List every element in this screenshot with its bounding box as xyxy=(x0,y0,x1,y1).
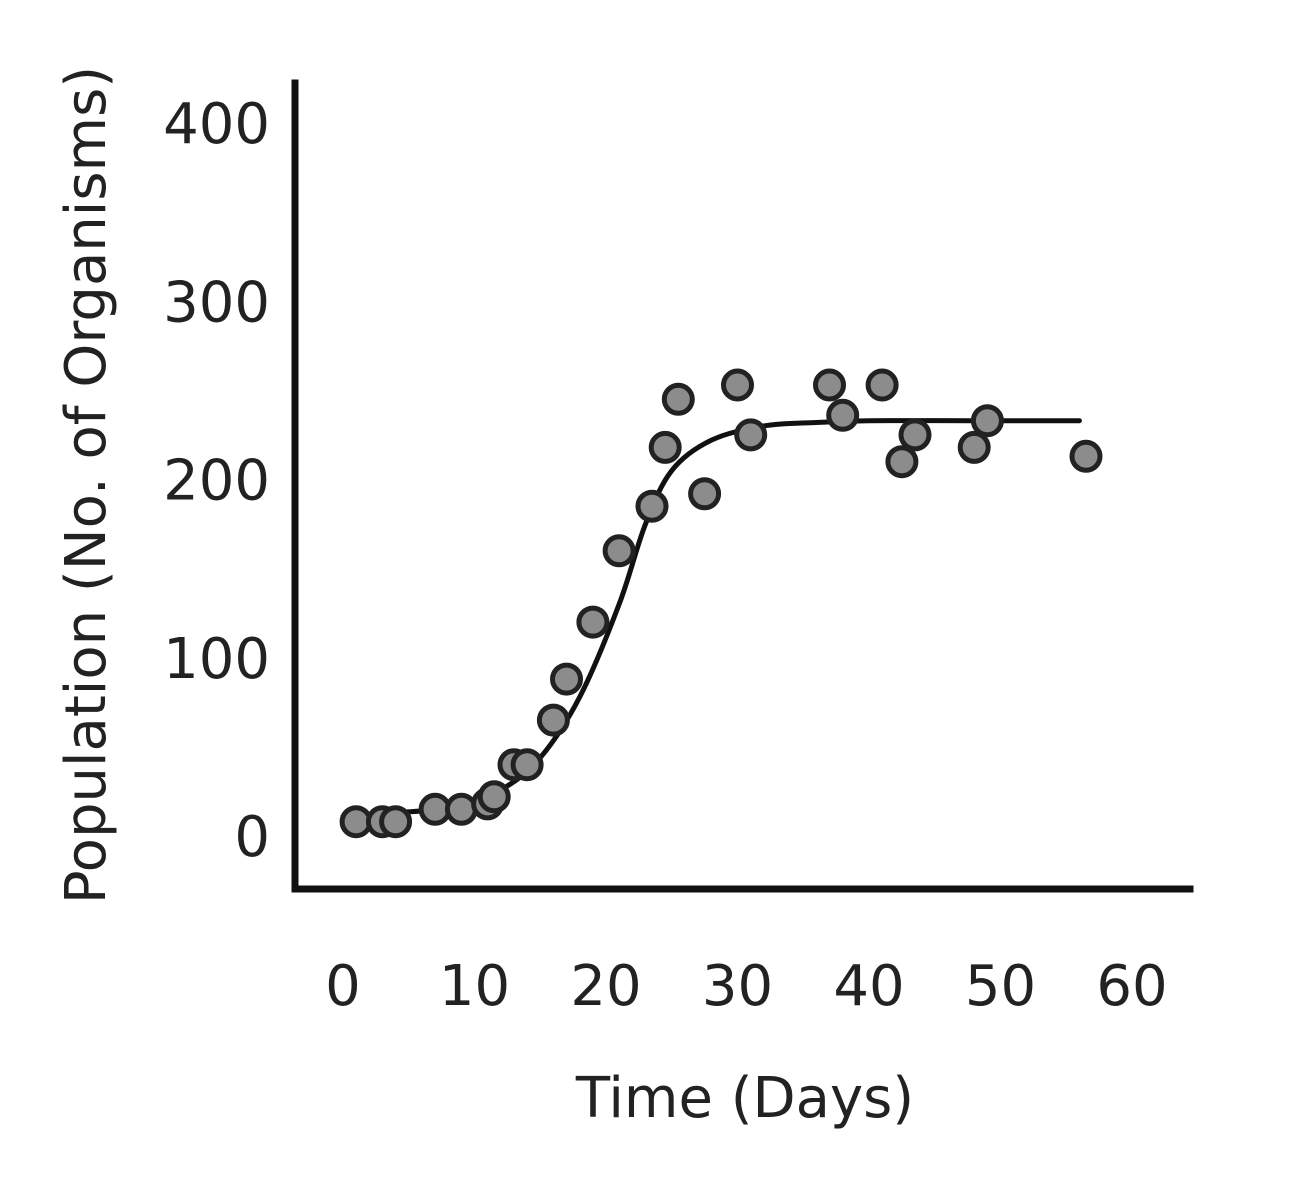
data-point xyxy=(510,748,544,782)
x-tick-labels: 0 10 20 30 40 50 60 xyxy=(325,954,1167,1019)
data-points-layer xyxy=(339,368,1103,839)
data-point xyxy=(721,368,754,402)
x-tick-label-30: 30 xyxy=(702,954,773,1019)
x-tick-label-20: 20 xyxy=(570,954,641,1019)
x-tick-label-40: 40 xyxy=(833,954,904,1019)
data-point xyxy=(648,430,682,464)
data-point xyxy=(734,418,768,452)
data-point xyxy=(970,404,1004,438)
y-tick-label-300: 300 xyxy=(163,270,270,335)
y-tick-label-400: 400 xyxy=(163,92,270,157)
x-axis-title: Time (Days) xyxy=(575,1066,914,1131)
data-point xyxy=(536,703,570,737)
data-point xyxy=(813,368,846,402)
y-tick-label-200: 200 xyxy=(163,449,270,514)
x-tick-label-10: 10 xyxy=(439,954,510,1019)
axes xyxy=(291,79,1194,893)
data-point xyxy=(635,489,669,523)
data-point xyxy=(826,398,860,432)
data-point xyxy=(898,418,932,452)
data-point xyxy=(602,534,636,568)
data-point xyxy=(661,382,695,416)
data-point xyxy=(1069,439,1103,473)
x-tick-label-50: 50 xyxy=(965,954,1036,1019)
y-tick-label-0: 0 xyxy=(234,805,270,870)
data-point xyxy=(576,605,610,639)
data-point xyxy=(957,430,991,464)
y-tick-labels: 0 100 200 300 400 xyxy=(163,92,270,870)
x-tick-label-0: 0 xyxy=(325,954,361,1019)
data-point xyxy=(444,792,478,826)
data-point xyxy=(477,780,511,814)
y-tick-label-100: 100 xyxy=(163,627,270,692)
data-point xyxy=(688,477,722,511)
data-point xyxy=(865,368,899,402)
data-point xyxy=(885,445,919,479)
data-point xyxy=(550,662,583,696)
x-tick-label-60: 60 xyxy=(1096,954,1167,1019)
data-point xyxy=(379,805,413,839)
y-axis-title: Population (No. of Organisms) xyxy=(54,66,119,904)
